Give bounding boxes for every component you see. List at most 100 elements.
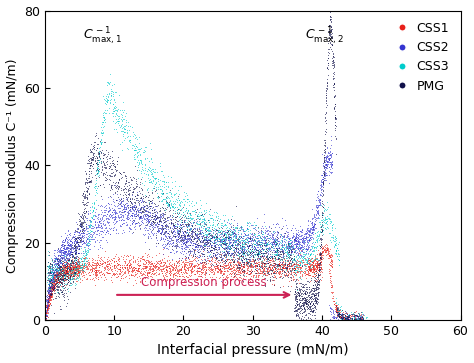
- Point: [171, 225, 179, 231]
- Point: [345, 312, 353, 318]
- Point: [159, 257, 166, 263]
- Point: [169, 266, 176, 272]
- Point: [211, 244, 219, 250]
- Point: [52, 274, 60, 280]
- Point: [122, 189, 130, 195]
- Point: [237, 253, 245, 259]
- Point: [66, 249, 73, 255]
- Point: [286, 236, 294, 241]
- Point: [50, 283, 58, 289]
- Point: [310, 257, 318, 263]
- Point: [313, 290, 320, 296]
- Point: [158, 257, 165, 262]
- Point: [221, 279, 229, 285]
- Point: [235, 256, 243, 261]
- Point: [179, 209, 186, 215]
- Point: [80, 261, 88, 266]
- Point: [170, 229, 178, 234]
- Point: [48, 285, 56, 291]
- Point: [80, 193, 87, 199]
- Point: [187, 233, 195, 239]
- Point: [269, 244, 276, 250]
- Point: [237, 226, 245, 232]
- Point: [61, 246, 69, 252]
- Point: [268, 244, 275, 250]
- Point: [61, 248, 69, 253]
- Point: [160, 178, 168, 184]
- Point: [284, 269, 292, 275]
- Point: [321, 154, 329, 159]
- Point: [305, 284, 313, 290]
- Point: [269, 255, 276, 261]
- Point: [71, 254, 79, 260]
- Point: [172, 242, 179, 248]
- Point: [245, 263, 252, 269]
- Point: [77, 245, 85, 251]
- Point: [194, 218, 201, 224]
- Point: [101, 265, 109, 271]
- Point: [177, 273, 184, 279]
- Point: [301, 262, 308, 268]
- Point: [45, 294, 53, 300]
- Point: [85, 246, 93, 252]
- Point: [162, 197, 170, 203]
- Point: [307, 268, 315, 274]
- Point: [240, 235, 247, 241]
- Point: [208, 261, 216, 267]
- Point: [58, 289, 65, 295]
- Point: [161, 207, 169, 213]
- Point: [314, 261, 322, 266]
- Point: [272, 243, 279, 249]
- Point: [283, 248, 291, 254]
- Point: [140, 261, 147, 267]
- Point: [217, 269, 225, 275]
- Point: [318, 245, 326, 251]
- Point: [161, 233, 168, 239]
- Point: [299, 237, 306, 243]
- Point: [309, 297, 317, 302]
- Point: [312, 273, 319, 279]
- Point: [292, 253, 300, 259]
- Point: [317, 241, 325, 247]
- Point: [322, 155, 330, 161]
- Point: [309, 248, 317, 254]
- Point: [230, 271, 237, 277]
- Point: [119, 192, 127, 198]
- Point: [90, 143, 97, 148]
- Point: [315, 207, 322, 213]
- Point: [73, 265, 81, 271]
- Point: [66, 242, 73, 248]
- Point: [283, 234, 290, 240]
- Point: [49, 285, 57, 290]
- Point: [42, 305, 50, 310]
- Point: [103, 261, 110, 267]
- Point: [261, 261, 269, 267]
- Point: [260, 246, 268, 252]
- Point: [158, 222, 166, 228]
- Point: [222, 254, 230, 260]
- Point: [210, 253, 217, 259]
- Point: [197, 269, 205, 275]
- Point: [176, 229, 183, 235]
- Point: [64, 264, 72, 270]
- Point: [307, 220, 315, 226]
- Point: [128, 189, 136, 195]
- Point: [118, 268, 126, 274]
- Point: [291, 240, 298, 245]
- Point: [252, 249, 260, 255]
- Point: [89, 212, 97, 218]
- Point: [220, 248, 228, 254]
- Point: [301, 301, 308, 307]
- Point: [112, 270, 120, 276]
- Point: [297, 249, 304, 254]
- Point: [64, 251, 72, 257]
- Point: [311, 262, 319, 268]
- Point: [287, 248, 295, 253]
- Point: [319, 210, 326, 216]
- Point: [166, 207, 173, 213]
- Point: [175, 223, 182, 229]
- Point: [259, 241, 266, 246]
- Point: [264, 240, 271, 246]
- Point: [69, 276, 76, 282]
- Point: [59, 276, 66, 282]
